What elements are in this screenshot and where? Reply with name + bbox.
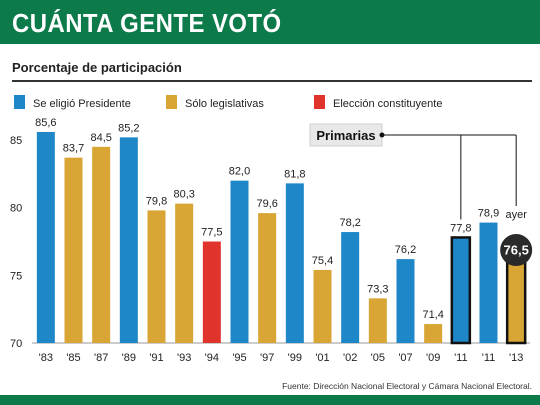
x-tick-label: '99 xyxy=(288,352,302,364)
y-tick-label: 70 xyxy=(10,338,22,350)
x-tick-label: '97 xyxy=(260,352,274,364)
x-tick-label: '85 xyxy=(66,352,80,364)
bar-legislativas xyxy=(424,324,443,343)
bar-legislativas xyxy=(368,298,387,343)
x-tick-label: '05 xyxy=(371,352,385,364)
bar-presidente xyxy=(396,259,415,343)
x-tick-label: '11 xyxy=(454,352,468,364)
x-tick-label: '89 xyxy=(122,352,136,364)
subtitle-rule xyxy=(12,80,532,82)
bar-value-label: 79,8 xyxy=(146,195,167,207)
bar-value-label: 77,8 xyxy=(450,222,471,234)
bar-presidente xyxy=(230,180,249,343)
x-tick-label: '07 xyxy=(398,352,412,364)
bar-presidente xyxy=(36,131,55,343)
primarias-label: Primarias xyxy=(316,128,375,143)
x-tick-label: '83 xyxy=(39,352,53,364)
x-tick-label: '01 xyxy=(315,352,329,364)
legend-swatch-presidente xyxy=(14,95,25,109)
legend-label-presidente: Se eligió Presidente xyxy=(33,98,131,110)
bar-value-label: 81,8 xyxy=(284,168,305,180)
bar-value-label: 84,5 xyxy=(90,132,111,144)
x-tick-label: '13 xyxy=(509,352,523,364)
bar-value-label: 78,9 xyxy=(478,208,499,220)
y-tick-label: 80 xyxy=(10,203,22,215)
bar-legislativas xyxy=(147,210,166,343)
bar-presidente xyxy=(450,236,472,345)
legend-swatch-legislativas xyxy=(166,95,177,109)
legend-swatch-constituyente xyxy=(314,95,325,109)
bar-value-label: 76,2 xyxy=(395,244,416,256)
bar-legislativas xyxy=(175,203,194,343)
x-tick-label: '11 xyxy=(482,352,496,364)
bar-legislativas xyxy=(92,146,111,343)
bar-value-label: 80,3 xyxy=(173,189,194,201)
title-banner: CUÁNTA GENTE VOTÓ xyxy=(0,0,540,44)
bar-value-label: 82,0 xyxy=(229,166,250,178)
bar-value-label: 79,6 xyxy=(256,198,277,210)
bar-presidente xyxy=(341,232,360,343)
bar-presidente xyxy=(479,222,498,343)
legend-label-constituyente: Elección constituyente xyxy=(333,98,442,110)
chart-title: CUÁNTA GENTE VOTÓ xyxy=(12,8,282,38)
bar-constituyente xyxy=(202,241,221,343)
chart-subtitle: Porcentaje de participación xyxy=(12,60,182,75)
ayer-annotation: ayer xyxy=(505,209,527,221)
bar-legislativas xyxy=(505,253,527,345)
x-tick-label: '91 xyxy=(149,352,163,364)
x-tick-label: '95 xyxy=(232,352,246,364)
bar-value-label: 85,2 xyxy=(118,122,139,134)
highlight-value-label: 76,5 xyxy=(504,243,529,258)
legend-label-legislativas: Sólo legislativas xyxy=(185,98,264,110)
footer-bar xyxy=(0,395,540,405)
x-tick-label: '87 xyxy=(94,352,108,364)
x-tick-label: '94 xyxy=(205,352,219,364)
bar-value-label: 75,4 xyxy=(312,255,333,267)
bar-presidente xyxy=(285,183,304,343)
y-tick-label: 75 xyxy=(10,270,22,282)
bar-value-label: 71,4 xyxy=(422,309,443,321)
bar-presidente xyxy=(119,137,138,343)
bar-value-label: 77,5 xyxy=(201,227,222,239)
bar-value-label: 85,6 xyxy=(35,117,56,129)
bar-legislativas xyxy=(64,157,83,343)
bar-legislativas xyxy=(258,213,277,343)
bar-value-label: 73,3 xyxy=(367,283,388,295)
x-tick-label: '09 xyxy=(426,352,440,364)
source-note: Fuente: Dirección Nacional Electoral y C… xyxy=(282,381,532,391)
x-tick-label: '02 xyxy=(343,352,357,364)
x-tick-label: '93 xyxy=(177,352,191,364)
y-tick-label: 85 xyxy=(10,135,22,147)
bar-legislativas xyxy=(313,269,332,343)
bar-value-label: 78,2 xyxy=(339,217,360,229)
highlight-value-badge xyxy=(500,234,533,267)
bar-value-label: 83,7 xyxy=(63,143,84,155)
